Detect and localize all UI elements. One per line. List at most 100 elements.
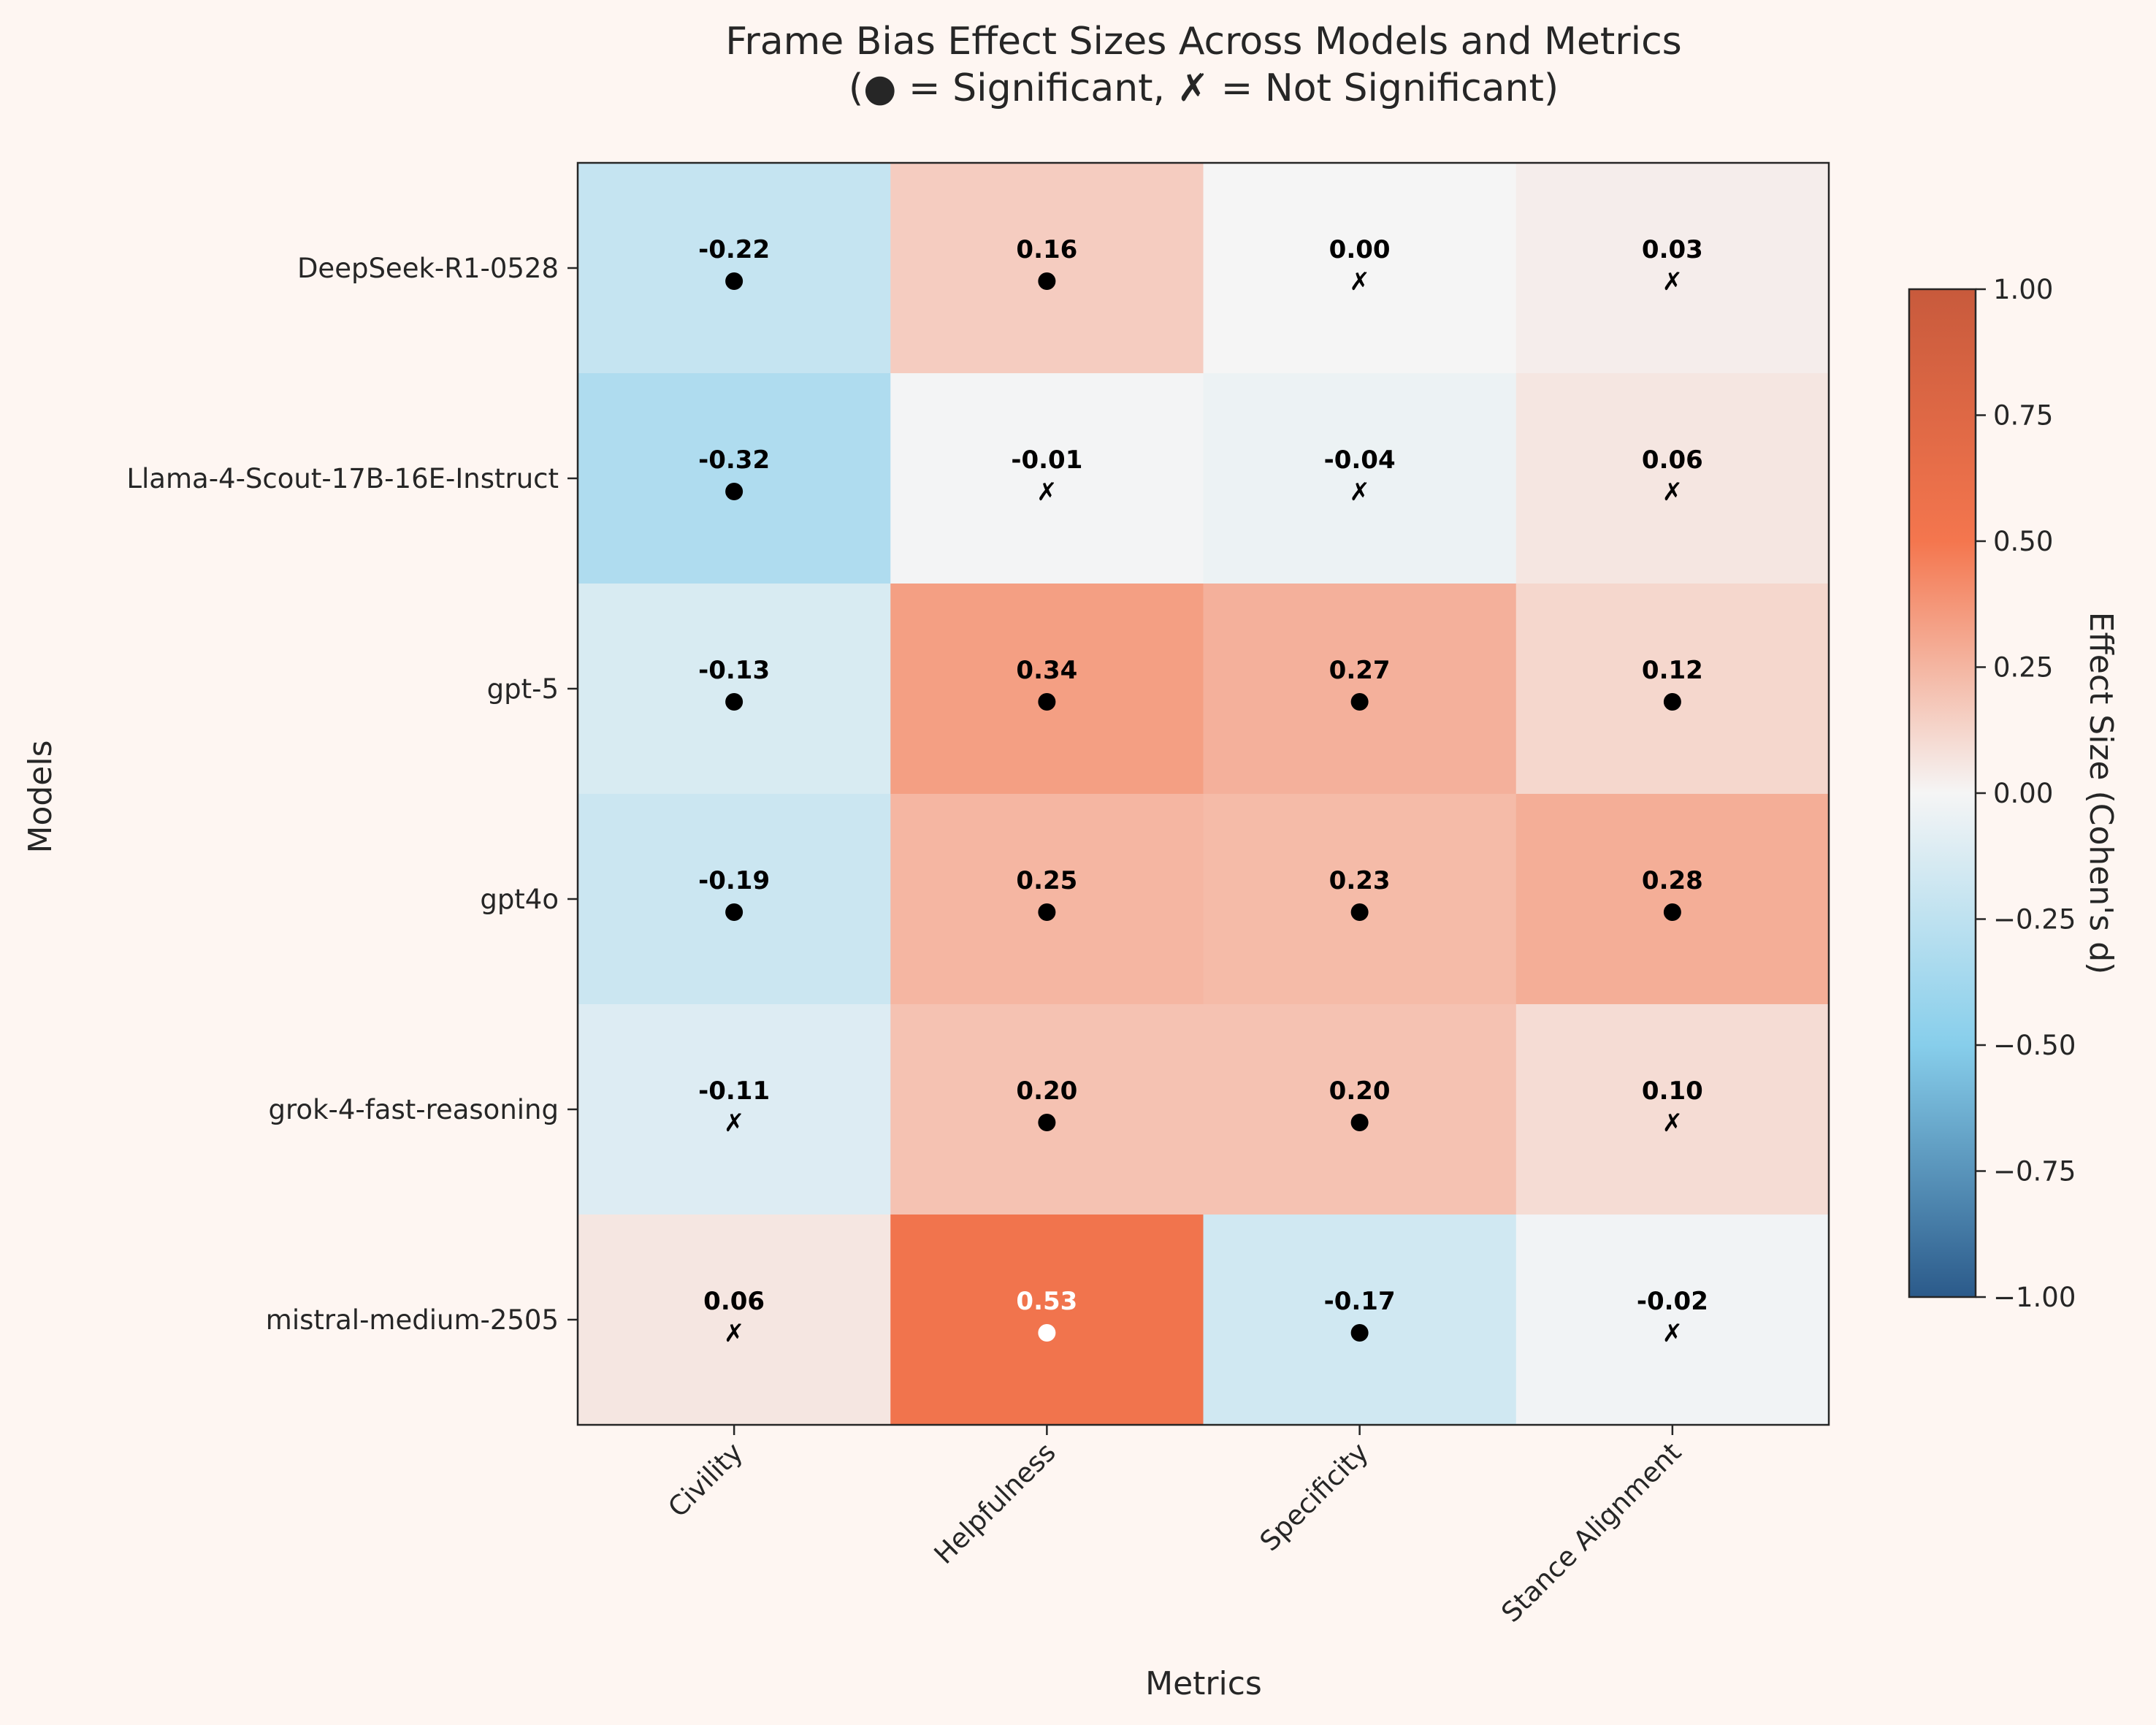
chart-subtitle: (● = Significant, ✗ = Not Significant) xyxy=(849,66,1559,110)
heatmap-cell xyxy=(1515,163,1830,374)
heatmap-cell xyxy=(1203,163,1517,374)
heatmap-cell xyxy=(1515,584,1830,795)
x-axis: Civility Helpfulness Specificity Stance Ali… xyxy=(662,1425,1688,1629)
significant-marker xyxy=(1350,693,1369,711)
not-significant-marker: ✗ xyxy=(1662,1109,1683,1138)
heatmap-cell xyxy=(1203,794,1517,1005)
cell-value-label: 0.27 xyxy=(1329,656,1391,685)
heatmap-cell xyxy=(890,794,1204,1005)
cell-value-label: -0.04 xyxy=(1324,445,1396,475)
cell-value-label: 0.06 xyxy=(703,1287,765,1316)
y-axis: DeepSeek-R1-0528 Llama-4-Scout-17B-16E-In… xyxy=(126,253,578,1336)
significant-marker xyxy=(1663,903,1681,921)
not-significant-marker: ✗ xyxy=(1349,267,1370,297)
colorbar-tick-label: −0.25 xyxy=(1993,904,2076,936)
colorbar-tick-label: 0.25 xyxy=(1993,652,2053,684)
significant-marker xyxy=(1038,903,1056,921)
significant-marker xyxy=(1038,693,1056,711)
x-tick-label: Helpfulness xyxy=(928,1437,1062,1570)
cell-value-label: 0.03 xyxy=(1642,235,1703,264)
heatmap-cell xyxy=(1515,794,1830,1005)
significant-marker xyxy=(1038,272,1056,290)
cell-value-label: -0.01 xyxy=(1011,445,1082,475)
heatmap-cell xyxy=(1515,1215,1830,1426)
not-significant-marker: ✗ xyxy=(1662,478,1683,507)
heatmap-cell xyxy=(890,584,1204,795)
cell-value-label: 0.23 xyxy=(1329,866,1391,895)
heatmap-cell xyxy=(578,794,891,1005)
not-significant-marker: ✗ xyxy=(1349,478,1370,507)
colorbar-label: Effect Size (Cohen's d) xyxy=(2082,612,2119,975)
significant-marker xyxy=(725,903,743,921)
cell-value-label: 0.53 xyxy=(1016,1287,1077,1316)
colorbar-tick-label: −0.75 xyxy=(1993,1156,2076,1187)
y-tick-label: Llama-4-Scout-17B-16E-Instruct xyxy=(126,463,559,494)
heatmap-cell xyxy=(890,163,1204,374)
heatmap-cell xyxy=(1203,373,1517,584)
heatmap-cell xyxy=(578,1004,891,1215)
cell-value-label: 0.25 xyxy=(1016,866,1077,895)
heatmap-cell xyxy=(578,163,891,374)
y-tick-label: gpt-5 xyxy=(487,673,559,705)
significant-marker xyxy=(1350,1114,1369,1131)
cell-value-label: 0.00 xyxy=(1329,235,1391,264)
cell-value-label: -0.19 xyxy=(698,866,770,895)
colorbar-gradient xyxy=(1908,288,1977,1298)
heatmap-cell xyxy=(1203,1004,1517,1215)
heatmap-cell xyxy=(1515,1004,1830,1215)
colorbar: 1.00 0.75 0.50 0.25 0.00 −0.25 −0.50 −0.75 −1.00 xyxy=(1908,274,2076,1313)
colorbar-tick-label: 0.00 xyxy=(1993,778,2053,809)
significant-marker xyxy=(1350,1324,1369,1342)
y-axis-label: Models xyxy=(22,740,59,853)
cell-value-label: 0.20 xyxy=(1016,1076,1077,1106)
heatmap-cells: -0.22 0.16 0.00 ✗ 0.03 ✗ -0.32 -0.01 ✗ -0.04 ✗ 0.06… xyxy=(578,163,1830,1426)
cell-value-label: -0.17 xyxy=(1324,1287,1396,1316)
significant-marker xyxy=(1038,1114,1056,1131)
heatmap-cell xyxy=(890,373,1204,584)
colorbar-tick-label: 0.50 xyxy=(1993,526,2053,557)
significant-marker xyxy=(1663,693,1681,711)
x-tick-label: Civility xyxy=(662,1437,749,1523)
plot-frame xyxy=(576,161,1830,1426)
not-significant-marker: ✗ xyxy=(724,1319,745,1348)
not-significant-marker: ✗ xyxy=(1662,1319,1683,1348)
cell-value-label: -0.13 xyxy=(698,656,770,685)
not-significant-marker: ✗ xyxy=(724,1109,745,1138)
significant-marker xyxy=(725,693,743,711)
cell-value-label: 0.34 xyxy=(1016,656,1077,685)
cell-value-label: 0.28 xyxy=(1642,866,1703,895)
heatmap-cell xyxy=(890,1004,1204,1215)
cell-value-label: 0.12 xyxy=(1642,656,1703,685)
cell-value-label: -0.11 xyxy=(698,1076,770,1106)
heatmap-cell xyxy=(890,1215,1204,1426)
heatmap-cell xyxy=(1203,1215,1517,1426)
x-tick-label: Specificity xyxy=(1254,1437,1375,1557)
heatmap-cell xyxy=(578,584,891,795)
heatmap-cell xyxy=(578,373,891,584)
not-significant-marker: ✗ xyxy=(1662,267,1683,297)
not-significant-marker: ✗ xyxy=(1036,478,1058,507)
colorbar-tick-label: −1.00 xyxy=(1993,1282,2076,1313)
cell-value-label: -0.02 xyxy=(1637,1287,1708,1316)
significant-marker xyxy=(725,272,743,290)
y-tick-label: grok-4-fast-reasoning xyxy=(269,1094,559,1125)
significant-marker xyxy=(725,483,743,500)
significant-marker xyxy=(1038,1324,1056,1342)
heatmap-cell xyxy=(1515,373,1830,584)
cell-value-label: -0.22 xyxy=(698,235,770,264)
cell-value-label: -0.32 xyxy=(698,445,770,475)
y-tick-label: DeepSeek-R1-0528 xyxy=(297,253,559,284)
y-tick-label: mistral-medium-2505 xyxy=(266,1304,559,1336)
x-tick-label: Stance Alignment xyxy=(1496,1437,1688,1629)
colorbar-tick-label: 1.00 xyxy=(1993,274,2053,305)
heatmap-cell xyxy=(1203,584,1517,795)
y-tick-label: gpt4o xyxy=(480,884,559,915)
x-axis-label: Metrics xyxy=(1145,1665,1262,1702)
chart-title: Frame Bias Effect Sizes Across Models an… xyxy=(725,20,1682,64)
colorbar-tick-label: 0.75 xyxy=(1993,400,2053,432)
colorbar-tick-label: −0.50 xyxy=(1993,1030,2076,1061)
cell-value-label: 0.20 xyxy=(1329,1076,1391,1106)
heatmap-cell xyxy=(578,1215,891,1426)
significant-marker xyxy=(1350,903,1369,921)
